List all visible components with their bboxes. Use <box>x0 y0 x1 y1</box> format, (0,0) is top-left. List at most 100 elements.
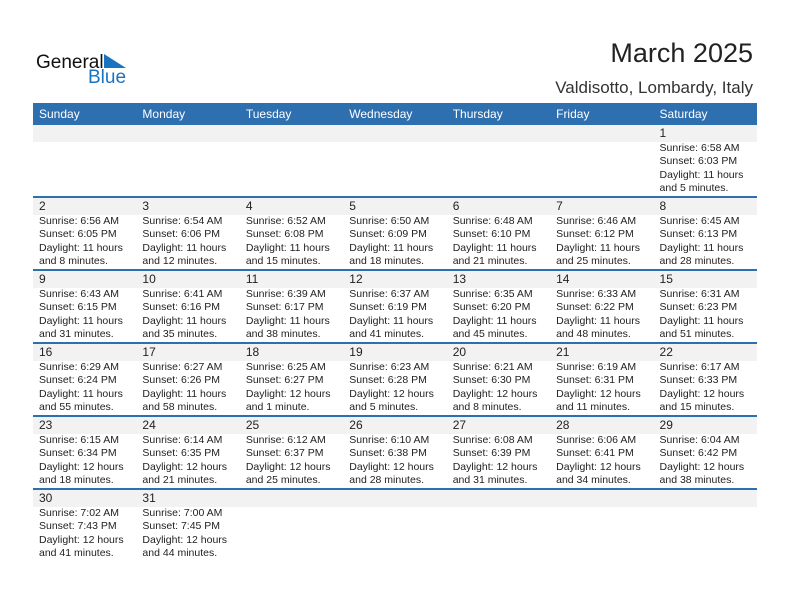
empty-cell <box>550 490 653 561</box>
week-row: 9 Sunrise: 6:43 AM Sunset: 6:15 PM Daylight… <box>33 271 757 344</box>
day-cell: 17 Sunrise: 6:27 AM Sunset: 6:26 PM Dayligh… <box>136 344 239 415</box>
day-cell: 22 Sunrise: 6:17 AM Sunset: 6:33 PM Dayligh… <box>654 344 757 415</box>
sunset: Sunset: 6:37 PM <box>245 447 324 460</box>
day-number: 12 <box>349 272 363 286</box>
day-number: 28 <box>556 418 570 432</box>
day-number: 18 <box>245 345 260 359</box>
day-cell: 31 Sunrise: 7:00 AM Sunset: 7:45 PM Dayligh… <box>136 490 239 561</box>
daylight2: and 25 minutes. <box>556 255 631 268</box>
day-number: 19 <box>349 345 363 359</box>
sunrise: Sunrise: 6:31 AM <box>659 288 740 300</box>
day-cell: 28 Sunrise: 6:06 AM Sunset: 6:41 PM Dayligh… <box>550 417 653 488</box>
day-number: 6 <box>452 199 460 213</box>
sunrise: Sunrise: 6:41 AM <box>142 288 223 300</box>
day-cell: 4 Sunrise: 6:52 AM Sunset: 6:08 PM Daylight… <box>240 198 343 269</box>
day-cell: 27 Sunrise: 6:08 AM Sunset: 6:39 PM Dayligh… <box>447 417 550 488</box>
sunset: Sunset: 6:20 PM <box>452 301 531 314</box>
day-cell: 2 Sunrise: 6:56 AM Sunset: 6:05 PM Daylight… <box>33 198 136 269</box>
date-band <box>33 417 757 434</box>
day-number: 7 <box>556 199 563 213</box>
sunset: Sunset: 6:27 PM <box>245 374 324 387</box>
weekday-wednesday: Wednesday <box>349 107 413 121</box>
sunset: Sunset: 6:15 PM <box>39 301 117 314</box>
sunset: Sunset: 6:31 PM <box>556 374 634 387</box>
sunrise: Sunrise: 6:39 AM <box>245 288 326 300</box>
sunrise: Sunrise: 6:15 AM <box>39 434 119 446</box>
day-number: 2 <box>39 199 46 213</box>
empty-cell <box>136 125 239 196</box>
daylight1: Daylight: 12 hours <box>452 460 538 473</box>
sunrise: Sunrise: 6:21 AM <box>452 361 533 373</box>
day-cell: 10 Sunrise: 6:41 AM Sunset: 6:16 PM Dayligh… <box>136 271 239 342</box>
sunset: Sunset: 6:42 PM <box>659 447 738 460</box>
day-cell: 5 Sunrise: 6:50 AM Sunset: 6:09 PM Daylight… <box>343 198 446 269</box>
day-number: 22 <box>659 345 673 359</box>
day-cell: 8 Sunrise: 6:45 AM Sunset: 6:13 PM Daylight… <box>654 198 757 269</box>
day-cell: 25 Sunrise: 6:12 AM Sunset: 6:37 PM Dayligh… <box>240 417 343 488</box>
daylight2: and 8 minutes. <box>452 401 522 414</box>
day-number: 14 <box>556 272 570 286</box>
sunrise: Sunrise: 6:37 AM <box>349 288 430 300</box>
daylight1: Daylight: 11 hours <box>556 314 640 327</box>
daylight1: Daylight: 12 hours <box>659 387 745 400</box>
day-number: 10 <box>142 272 156 286</box>
daylight2: and 21 minutes. <box>452 255 528 268</box>
sunset: Sunset: 6:09 PM <box>349 228 427 241</box>
daylight1: Daylight: 11 hours <box>452 241 537 254</box>
sunrise: Sunrise: 7:02 AM <box>39 507 119 519</box>
sunrise: Sunrise: 6:58 AM <box>659 142 740 154</box>
sunset: Sunset: 6:13 PM <box>659 228 738 241</box>
daylight2: and 44 minutes. <box>142 547 218 560</box>
weekday-saturday: Saturday <box>659 107 708 121</box>
empty-cell <box>550 125 653 196</box>
location: Valdisotto, Lombardy, Italy <box>555 78 753 97</box>
daylight1: Daylight: 12 hours <box>245 460 331 473</box>
day-cell: 7 Sunrise: 6:46 AM Sunset: 6:12 PM Daylight… <box>550 198 653 269</box>
day-number: 26 <box>349 418 363 432</box>
daylight1: Daylight: 12 hours <box>349 387 434 400</box>
daylight2: and 28 minutes. <box>659 255 735 268</box>
daylight2: and 41 minutes. <box>39 547 114 560</box>
day-cell: 19 Sunrise: 6:23 AM Sunset: 6:28 PM Dayligh… <box>343 344 446 415</box>
day-number: 29 <box>659 418 673 432</box>
daylight1: Daylight: 11 hours <box>245 241 330 254</box>
sunset: Sunset: 6:22 PM <box>556 301 634 314</box>
daylight1: Daylight: 11 hours <box>659 314 744 327</box>
day-number: 9 <box>39 272 46 286</box>
day-cell: 16 Sunrise: 6:29 AM Sunset: 6:24 PM Dayligh… <box>33 344 136 415</box>
sunrise: Sunrise: 6:45 AM <box>659 215 740 227</box>
daylight1: Daylight: 11 hours <box>39 241 123 254</box>
sunrise: Sunrise: 7:00 AM <box>142 507 223 519</box>
day-cell: 24 Sunrise: 6:14 AM Sunset: 6:35 PM Dayligh… <box>136 417 239 488</box>
day-cell: 3 Sunrise: 6:54 AM Sunset: 6:06 PM Daylight… <box>136 198 239 269</box>
day-cell: 11 Sunrise: 6:39 AM Sunset: 6:17 PM Dayligh… <box>240 271 343 342</box>
day-cell: 23 Sunrise: 6:15 AM Sunset: 6:34 PM Dayligh… <box>33 417 136 488</box>
sunset: Sunset: 6:34 PM <box>39 447 117 460</box>
page-title: March 2025 <box>610 38 753 68</box>
sunrise: Sunrise: 6:08 AM <box>452 434 533 446</box>
daylight2: and 12 minutes. <box>142 255 218 268</box>
daylight1: Daylight: 12 hours <box>39 533 124 546</box>
empty-cell <box>240 125 343 196</box>
sunset: Sunset: 6:08 PM <box>245 228 324 241</box>
daylight2: and 5 minutes. <box>349 401 419 414</box>
daylight1: Daylight: 12 hours <box>349 460 434 473</box>
weekday-thursday: Thursday <box>452 107 503 121</box>
day-number: 21 <box>556 345 570 359</box>
sunrise: Sunrise: 6:54 AM <box>142 215 223 227</box>
day-number: 15 <box>659 272 673 286</box>
sunset: Sunset: 6:05 PM <box>39 228 117 241</box>
daylight2: and 5 minutes. <box>659 182 729 195</box>
sunrise: Sunrise: 6:48 AM <box>452 215 533 227</box>
week-row: 30 Sunrise: 7:02 AM Sunset: 7:43 PM Dayligh… <box>33 490 757 561</box>
daylight2: and 11 minutes. <box>556 401 631 414</box>
daylight1: Daylight: 11 hours <box>452 314 537 327</box>
daylight1: Daylight: 11 hours <box>245 314 330 327</box>
empty-cell <box>654 490 757 561</box>
day-cell: 20 Sunrise: 6:21 AM Sunset: 6:30 PM Dayligh… <box>447 344 550 415</box>
daylight1: Daylight: 12 hours <box>556 460 641 473</box>
sunset: Sunset: 6:30 PM <box>452 374 531 387</box>
sunrise: Sunrise: 6:33 AM <box>556 288 637 300</box>
logo-text-blue: Blue <box>88 67 127 88</box>
sunset: Sunset: 6:12 PM <box>556 228 634 241</box>
